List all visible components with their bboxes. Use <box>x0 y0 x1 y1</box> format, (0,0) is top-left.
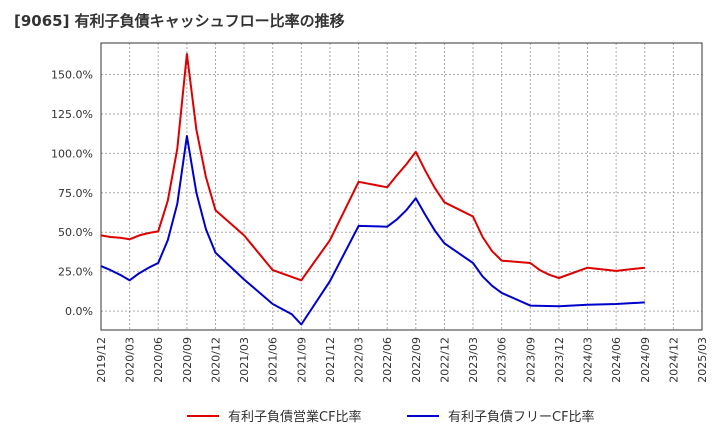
x-tick-label: 2023/06 <box>496 337 509 383</box>
x-tick-label: 2024/09 <box>639 337 652 383</box>
x-tick-label: 2020/06 <box>152 337 165 383</box>
legend-label-2: 有利子負債フリーCF比率 <box>448 409 595 425</box>
y-tick-label: 25.0% <box>58 266 93 279</box>
x-tick-label: 2020/12 <box>209 337 222 383</box>
series-line-2 <box>100 135 645 326</box>
y-tick-label: 75.0% <box>58 187 93 200</box>
y-tick-label: 50.0% <box>58 226 93 239</box>
grid-lines <box>100 43 703 330</box>
chart-title: [9065] 有利子負債キャッシュフロー比率の推移 <box>14 12 345 30</box>
legend-label-1: 有利子負債営業CF比率 <box>228 409 362 425</box>
x-tick-label: 2021/12 <box>324 337 337 383</box>
x-tick-label: 2023/03 <box>467 337 480 383</box>
x-tick-label: 2022/12 <box>438 337 451 383</box>
x-tick-label: 2022/09 <box>410 337 423 383</box>
series-line-1 <box>100 53 645 282</box>
x-axis-ticks: 2019/12 2020/03 2020/06 2020/09 2020/12 2021/… <box>95 337 709 383</box>
y-tick-label: 0.0% <box>65 305 93 318</box>
series-lines <box>100 53 645 326</box>
x-tick-label: 2024/03 <box>582 337 595 383</box>
x-tick-label: 2025/03 <box>696 337 709 383</box>
y-tick-label: 150.0% <box>51 69 93 82</box>
legend: 有利子負債営業CF比率 有利子負債フリーCF比率 <box>187 409 595 425</box>
plot-frame <box>100 42 703 331</box>
x-tick-label: 2020/03 <box>124 337 137 383</box>
x-tick-label: 2020/09 <box>181 337 194 383</box>
y-axis-ticks: 0.0% 25.0% 50.0% 75.0% 100.0% 125.0% 150.0% <box>51 69 93 319</box>
x-tick-label: 2021/03 <box>238 337 251 383</box>
x-tick-label: 2024/12 <box>667 337 680 383</box>
x-tick-label: 2022/03 <box>353 337 366 383</box>
y-tick-label: 100.0% <box>51 147 93 160</box>
x-tick-label: 2024/06 <box>610 337 623 383</box>
y-tick-label: 125.0% <box>51 108 93 121</box>
x-tick-label: 2022/06 <box>381 337 394 383</box>
x-tick-label: 2023/09 <box>524 337 537 383</box>
x-tick-label: 2021/06 <box>267 337 280 383</box>
x-tick-label: 2021/09 <box>295 337 308 383</box>
x-tick-label: 2023/12 <box>553 337 566 383</box>
x-tick-label: 2019/12 <box>95 337 108 383</box>
